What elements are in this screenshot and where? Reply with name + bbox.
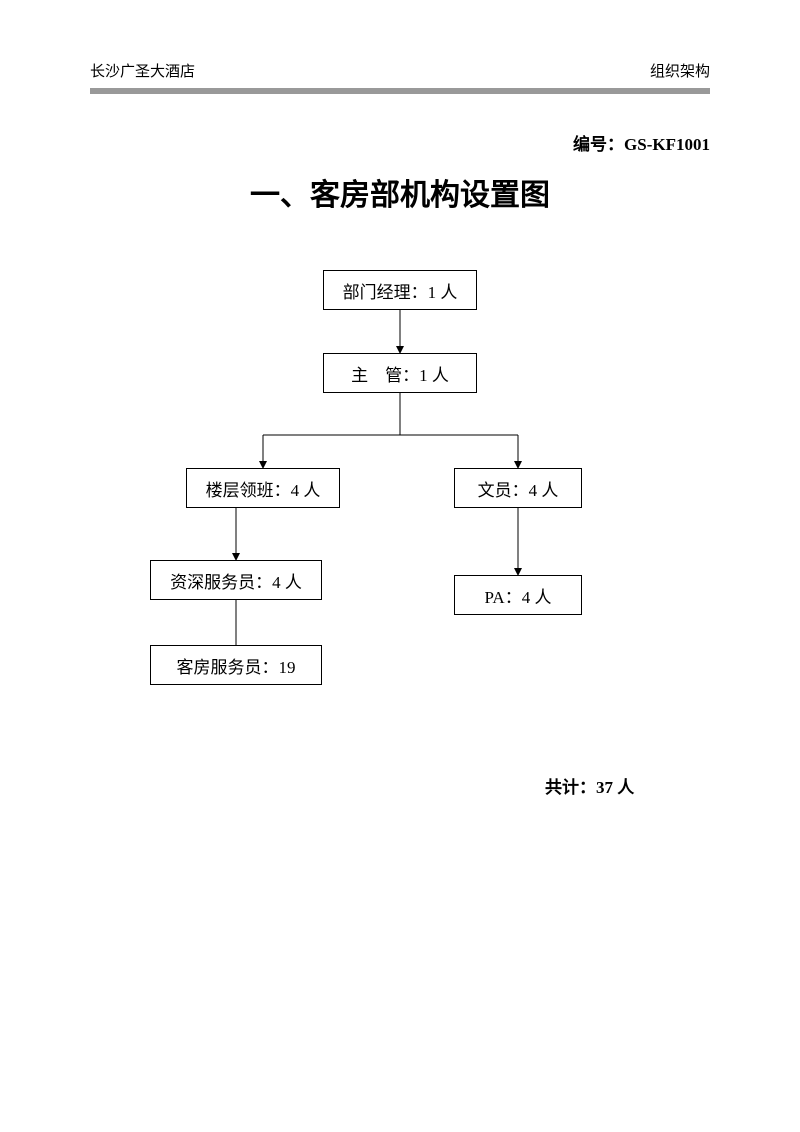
org-node-sup: 主 管：1 人 bbox=[323, 353, 477, 393]
org-node-mgr: 部门经理：1 人 bbox=[323, 270, 477, 310]
org-node-clerk: 文员：4 人 bbox=[454, 468, 582, 508]
doc-number-value: GS-KF1001 bbox=[624, 135, 710, 154]
chart-connectors bbox=[0, 250, 800, 750]
org-node-senior: 资深服务员：4 人 bbox=[150, 560, 322, 600]
header-left: 长沙广圣大酒店 bbox=[90, 60, 195, 81]
org-node-room: 客房服务员：19 bbox=[150, 645, 322, 685]
org-node-pa: PA：4 人 bbox=[454, 575, 582, 615]
header-right: 组织架构 bbox=[650, 60, 710, 81]
total-value: 37 人 bbox=[596, 778, 634, 797]
header-divider bbox=[90, 88, 710, 94]
org-chart: 部门经理：1 人主 管：1 人楼层领班：4 人 文员：4 人资深服务员：4 人 PA… bbox=[0, 250, 800, 750]
doc-number-label: 编号： bbox=[573, 135, 624, 154]
document-number: 编号：GS-KF1001 bbox=[573, 130, 710, 155]
total-count: 共计：37 人 bbox=[545, 773, 634, 798]
total-label: 共计： bbox=[545, 778, 596, 797]
org-node-floor: 楼层领班：4 人 bbox=[186, 468, 340, 508]
page-title: 一、客房部机构设置图 bbox=[0, 170, 800, 214]
page-header: 长沙广圣大酒店 组织架构 bbox=[90, 60, 710, 81]
